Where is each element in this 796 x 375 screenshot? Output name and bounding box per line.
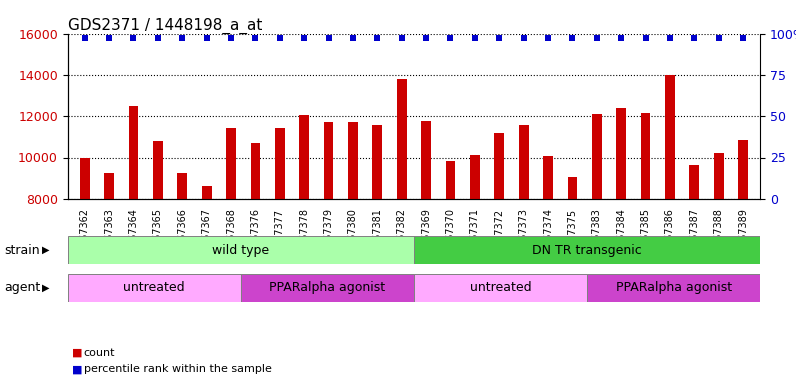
Bar <box>68 236 414 264</box>
Bar <box>201 186 212 199</box>
Bar <box>414 274 587 302</box>
Text: ▶: ▶ <box>42 283 49 292</box>
Bar <box>324 123 334 199</box>
Bar <box>446 160 455 199</box>
Bar <box>641 113 650 199</box>
Bar <box>226 128 236 199</box>
Bar <box>241 274 414 302</box>
Bar <box>470 155 480 199</box>
Bar <box>665 75 675 199</box>
Bar <box>68 274 241 302</box>
Bar <box>104 173 114 199</box>
Text: strain: strain <box>4 244 40 256</box>
Bar <box>689 165 699 199</box>
Bar <box>348 123 358 199</box>
Bar <box>178 173 187 199</box>
Text: ■: ■ <box>72 364 82 374</box>
Text: untreated: untreated <box>123 281 185 294</box>
Text: wild type: wild type <box>213 244 269 257</box>
Bar <box>397 79 407 199</box>
Bar <box>373 124 382 199</box>
Text: agent: agent <box>4 281 41 294</box>
Text: ▶: ▶ <box>42 245 49 255</box>
Bar <box>414 236 760 264</box>
Text: DN TR transgenic: DN TR transgenic <box>533 244 642 257</box>
Text: PPARalpha agonist: PPARalpha agonist <box>269 281 385 294</box>
Bar <box>616 108 626 199</box>
Bar <box>592 114 602 199</box>
Text: count: count <box>84 348 115 357</box>
Bar <box>421 122 431 199</box>
Bar <box>568 177 577 199</box>
Bar <box>251 143 260 199</box>
Text: GDS2371 / 1448198_a_at: GDS2371 / 1448198_a_at <box>68 18 262 34</box>
Bar <box>153 141 162 199</box>
Text: untreated: untreated <box>470 281 531 294</box>
Text: percentile rank within the sample: percentile rank within the sample <box>84 364 271 374</box>
Bar <box>299 115 309 199</box>
Bar <box>587 274 760 302</box>
Bar <box>275 128 285 199</box>
Bar <box>80 158 90 199</box>
Text: ■: ■ <box>72 348 82 357</box>
Bar <box>714 153 724 199</box>
Bar <box>543 156 553 199</box>
Text: PPARalpha agonist: PPARalpha agonist <box>615 281 732 294</box>
Bar <box>738 140 748 199</box>
Bar <box>519 124 529 199</box>
Bar <box>494 133 504 199</box>
Bar <box>129 106 139 199</box>
